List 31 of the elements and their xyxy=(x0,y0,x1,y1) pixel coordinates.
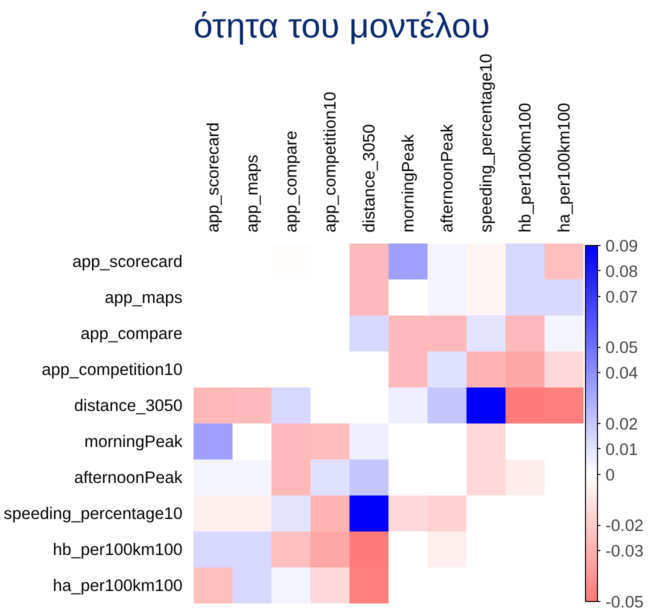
x-tick-label: ha_per100km100 xyxy=(554,102,574,232)
x-tick-label: afternoonPeak xyxy=(438,123,456,232)
x-tick-label: app_compare xyxy=(282,130,300,232)
y-tick-label: app_competition10 xyxy=(42,360,183,379)
y-tick-label: app_maps xyxy=(104,288,183,307)
color-bar-label: 0.01 xyxy=(606,440,638,459)
color-bar-label: 0.02 xyxy=(606,414,638,434)
color-bar-label: -0.05 xyxy=(606,592,644,612)
color-bar-label: 0.09 xyxy=(606,236,638,256)
chart-title: ότητα του μοντέλου xyxy=(194,8,490,46)
y-tick-label: ha_per100km100 xyxy=(52,576,183,595)
x-tick-label: hb_per100km100 xyxy=(516,102,534,232)
x-tick-label: distance_3050 xyxy=(360,124,378,232)
color-bar-label: 0.04 xyxy=(606,364,638,383)
color-bar-label: 0.07 xyxy=(606,287,638,306)
y-tick-label: morningPeak xyxy=(84,432,184,451)
x-tick-label: morningPeak xyxy=(398,134,418,232)
x-tick-label: app_competition10 xyxy=(320,92,340,232)
y-tick-label: speeding_percentage10 xyxy=(4,504,183,523)
color-bar-label: -0.02 xyxy=(606,516,644,536)
x-tick-label: speeding_percentage10 xyxy=(476,54,496,232)
color-bar-label: -0.03 xyxy=(606,542,644,561)
color-bar-label: 0.08 xyxy=(606,262,638,281)
x-tick-label: app_maps xyxy=(242,154,262,232)
y-tick-label: hb_per100km100 xyxy=(52,540,183,559)
color-bar-label: 0 xyxy=(606,465,615,484)
y-tick-label: app_scorecard xyxy=(72,252,183,271)
y-tick-label: app_compare xyxy=(80,324,183,343)
color-bar-label: 0.05 xyxy=(606,338,638,358)
y-tick-label: distance_3050 xyxy=(74,396,183,415)
y-tick-label: afternoonPeak xyxy=(74,468,184,487)
